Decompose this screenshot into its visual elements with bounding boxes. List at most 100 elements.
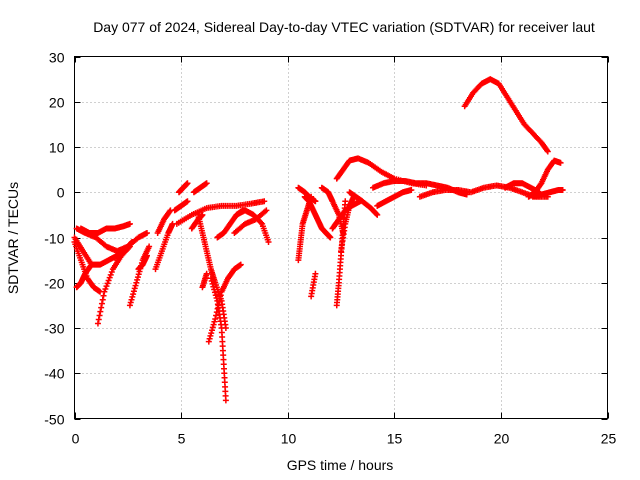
data-point [544,147,551,154]
data-point [212,315,219,322]
data-point [127,299,134,306]
y-tick-label: -40 [44,366,64,382]
x-axis-label: GPS time / hours [287,457,394,473]
series-arc-16 [173,198,268,227]
data-point [342,198,349,205]
x-tick-label: 25 [601,431,617,447]
series-arc-37 [461,76,551,155]
data-point [130,288,137,295]
data-point [134,274,141,281]
series-arc-14 [190,180,210,196]
data-point [106,274,113,281]
data-point [184,180,191,187]
series-arc-12 [175,180,191,196]
data-points [71,76,566,404]
series-arc-33 [346,189,381,218]
series-arc-04 [73,261,95,291]
data-point [210,321,217,328]
data-point [205,338,212,345]
data-point [88,261,95,268]
series-arc-21 [199,270,210,291]
axis-ticks: 0 5 10 15 20 25 -50 -40 -30 -20 -10 0 10 20 30 [44,50,616,447]
series-arc-31 [333,198,349,309]
data-point [104,280,111,287]
series-arc-09 [135,252,150,273]
data-point [265,239,272,246]
data-point [101,288,108,295]
data-point [203,180,210,187]
data-point [209,324,216,331]
series-arc-13 [171,198,191,214]
y-tick-label: -20 [44,276,64,292]
data-point [207,275,214,282]
chart-title: Day 077 of 2024, Sidereal Day-to-day VTE… [93,19,595,35]
data-point [222,397,229,404]
data-point [544,148,551,155]
data-point [209,327,216,334]
data-point [209,280,216,287]
data-point [134,276,141,283]
data-point [184,198,191,205]
data-point [126,220,133,227]
data-point [207,332,214,339]
y-tick-label: 0 [57,185,65,201]
data-point [126,302,133,309]
series-arc-36 [416,182,551,200]
data-point [217,295,224,302]
x-tick-label: 5 [178,431,186,447]
data-point [217,292,224,299]
series-arc-19 [205,261,244,345]
data-point [130,291,137,298]
data-point [408,186,415,193]
series-arc-08 [114,229,150,264]
series-arc-11 [154,207,174,236]
data-point [327,234,334,241]
data-point [536,189,543,196]
data-point [108,269,115,276]
y-tick-label: -10 [44,231,64,247]
series-arc-05 [77,220,133,236]
series-arc-26 [301,193,334,241]
data-point [559,186,566,193]
data-point [100,292,107,299]
series-arc-03 [71,239,104,295]
y-tick-label: -50 [44,412,64,428]
data-point [211,286,218,293]
data-point [374,211,381,218]
series-arc-27 [308,270,319,300]
x-tick-label: 20 [494,431,510,447]
data-point [146,243,153,250]
data-point [208,278,215,285]
data-point [215,302,222,309]
data-point [210,283,217,290]
series-arc-07 [126,243,153,309]
data-point [263,207,270,214]
data-point [213,309,220,316]
data-point [312,198,319,205]
series-arc-23 [231,207,270,236]
data-point [96,312,103,319]
data-point [129,293,136,300]
y-tick-label: -30 [44,321,64,337]
x-tick-label: 15 [387,431,403,447]
data-point [211,318,218,325]
data-point [143,229,150,236]
data-point [214,305,221,312]
data-point [94,320,101,327]
x-tick-label: 10 [281,431,297,447]
data-point [131,285,138,292]
y-tick-label: 10 [49,140,65,156]
data-point [206,335,213,342]
data-point [373,211,380,218]
data-point [98,304,105,311]
data-point [261,198,268,205]
data-point [99,296,106,303]
x-tick-label: 0 [72,431,80,447]
data-point [143,252,150,259]
data-point [166,208,173,215]
data-point [133,279,140,286]
data-point [203,270,210,277]
data-point [208,330,215,337]
data-point [97,308,104,315]
data-point [312,270,319,277]
